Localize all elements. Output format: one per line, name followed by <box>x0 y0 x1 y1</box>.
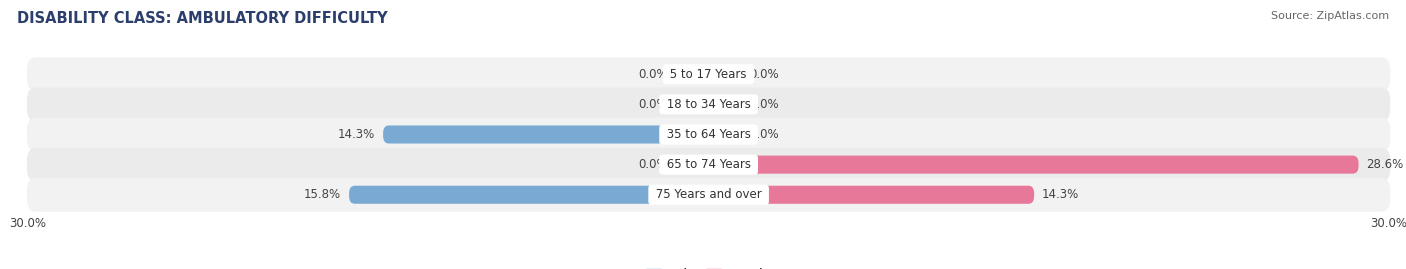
FancyBboxPatch shape <box>27 118 1391 151</box>
Text: 15.8%: 15.8% <box>304 188 342 201</box>
FancyBboxPatch shape <box>382 125 710 144</box>
FancyBboxPatch shape <box>27 57 1391 91</box>
FancyBboxPatch shape <box>673 155 710 174</box>
Text: DISABILITY CLASS: AMBULATORY DIFFICULTY: DISABILITY CLASS: AMBULATORY DIFFICULTY <box>17 11 388 26</box>
Text: 5 to 17 Years: 5 to 17 Years <box>666 68 751 81</box>
Text: 0.0%: 0.0% <box>638 98 668 111</box>
Text: 0.0%: 0.0% <box>749 98 779 111</box>
FancyBboxPatch shape <box>707 125 744 144</box>
Text: 14.3%: 14.3% <box>1042 188 1080 201</box>
FancyBboxPatch shape <box>707 95 744 114</box>
FancyBboxPatch shape <box>707 186 1035 204</box>
Text: Source: ZipAtlas.com: Source: ZipAtlas.com <box>1271 11 1389 21</box>
Text: 75 Years and over: 75 Years and over <box>652 188 765 201</box>
Text: 14.3%: 14.3% <box>337 128 375 141</box>
Legend: Male, Female: Male, Female <box>641 263 776 269</box>
Text: 65 to 74 Years: 65 to 74 Years <box>662 158 755 171</box>
Text: 35 to 64 Years: 35 to 64 Years <box>662 128 755 141</box>
Text: 0.0%: 0.0% <box>638 158 668 171</box>
FancyBboxPatch shape <box>27 87 1391 121</box>
FancyBboxPatch shape <box>673 95 710 114</box>
FancyBboxPatch shape <box>27 148 1391 182</box>
FancyBboxPatch shape <box>349 186 710 204</box>
FancyBboxPatch shape <box>707 65 744 83</box>
Text: 28.6%: 28.6% <box>1367 158 1403 171</box>
Text: 0.0%: 0.0% <box>749 68 779 81</box>
FancyBboxPatch shape <box>27 178 1391 212</box>
Text: 0.0%: 0.0% <box>638 68 668 81</box>
FancyBboxPatch shape <box>707 155 1358 174</box>
Text: 18 to 34 Years: 18 to 34 Years <box>662 98 755 111</box>
Text: 0.0%: 0.0% <box>749 128 779 141</box>
FancyBboxPatch shape <box>673 65 710 83</box>
